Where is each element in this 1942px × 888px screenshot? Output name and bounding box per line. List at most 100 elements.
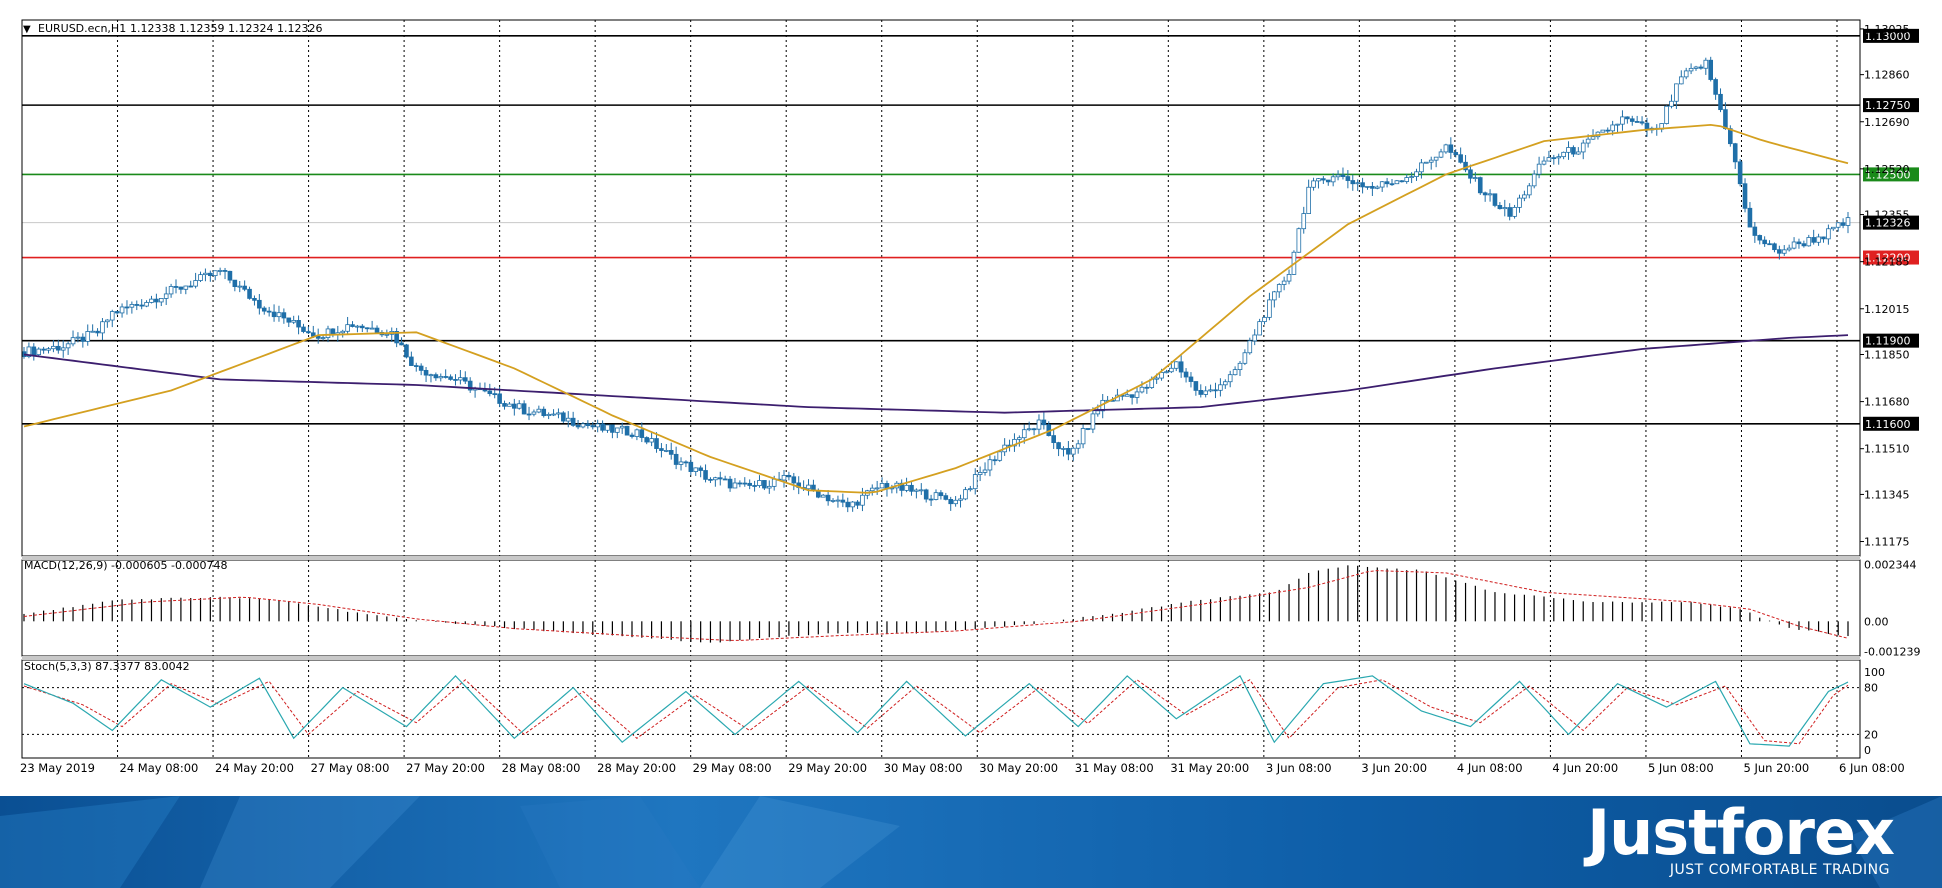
stoch-tick-label: 80 — [1864, 682, 1878, 695]
candle-bull — [1070, 447, 1076, 455]
candle-bear — [56, 345, 61, 351]
candle-bear — [1144, 386, 1150, 389]
candle-bear — [208, 272, 213, 277]
candle-bull — [1252, 334, 1258, 342]
candle-bull — [1316, 178, 1321, 182]
candle-bear — [242, 285, 247, 290]
candle-bear — [1728, 128, 1733, 145]
candle-bear — [610, 424, 615, 433]
candle-bull — [918, 489, 924, 492]
candle-bear — [266, 310, 272, 313]
stochastic-layer — [22, 675, 1860, 747]
candle-bear — [1468, 169, 1473, 179]
candle-bull — [1419, 162, 1424, 173]
x-tick-label: 4 Jun 20:00 — [1552, 761, 1618, 775]
candle-bear — [467, 380, 473, 391]
candle-bull — [1438, 151, 1444, 158]
candle-bull — [149, 298, 154, 303]
candle-bull — [1306, 186, 1311, 214]
candle-bull — [193, 280, 198, 287]
triangle-down-icon[interactable]: ▼ — [23, 24, 31, 35]
candle-bull — [1610, 124, 1615, 132]
candle-bear — [1477, 177, 1483, 194]
x-tick-label: 27 May 20:00 — [406, 761, 485, 775]
banner-decor — [0, 796, 1942, 888]
chart-ohlc: 1.12338 1.12359 1.12324 1.12326 — [130, 22, 322, 35]
candle-bear — [1492, 193, 1498, 206]
candle-bear — [271, 311, 277, 318]
candle-bull — [458, 377, 463, 381]
candle-bull — [879, 483, 885, 489]
candle-bull — [634, 429, 640, 437]
chart-header[interactable]: ▼ EURUSD.ecn,H1 1.12338 1.12359 1.12324 … — [23, 22, 322, 35]
candle-bear — [124, 306, 130, 309]
candle-bull — [963, 489, 968, 500]
stoch-tick-label: 100 — [1864, 666, 1885, 679]
candle-bear — [1708, 59, 1714, 80]
candle-bull — [1566, 147, 1571, 153]
candle-bear — [404, 344, 409, 358]
candle-bear — [1777, 249, 1782, 254]
candle-bull — [340, 330, 346, 334]
candle-bull — [1026, 428, 1032, 431]
candle-bear — [1757, 235, 1763, 241]
candle-bull — [1703, 59, 1709, 69]
candle-bull — [531, 411, 537, 415]
candle-bull — [1409, 176, 1414, 178]
candle-bear — [943, 495, 949, 500]
candle-bear — [639, 429, 645, 438]
candle-bull — [1257, 321, 1262, 336]
candle-bear — [1762, 239, 1767, 245]
stoch-signal-line — [23, 679, 1849, 745]
candle-bull — [1830, 226, 1836, 230]
candle-bear — [688, 461, 694, 472]
candle-bull — [1355, 182, 1360, 185]
candle-bull — [1281, 280, 1287, 285]
chart-symbol: EURUSD.ecn,H1 — [38, 22, 126, 35]
candle-bull — [1276, 284, 1282, 293]
ma-fast-line — [23, 123, 1849, 494]
candle-bull — [565, 417, 571, 422]
candle-bull — [874, 487, 880, 490]
candle-bear — [1360, 182, 1365, 188]
candle-bear — [261, 307, 267, 312]
grid-layer — [117, 20, 1838, 758]
candle-bull — [1296, 228, 1302, 253]
candle-bull — [972, 474, 978, 490]
candle-bull — [144, 302, 149, 307]
candle-bear — [1767, 243, 1772, 246]
candle-bull — [904, 484, 909, 491]
candle-bull — [1232, 369, 1238, 376]
candle-bear — [409, 356, 414, 366]
x-tick-label: 30 May 08:00 — [884, 761, 963, 775]
candle-bull — [732, 482, 738, 489]
candle-bull — [1247, 340, 1253, 354]
candle-bull — [1433, 156, 1439, 161]
candle-bear — [1183, 371, 1189, 378]
candle-bear — [928, 498, 934, 501]
candle-bull — [1379, 181, 1385, 188]
level-label-box — [1863, 416, 1919, 431]
candle-bull — [1517, 197, 1522, 208]
candle-bear — [1629, 118, 1635, 122]
macd-signal-line — [23, 570, 1849, 641]
macd-layer — [23, 565, 1849, 643]
candle-bull — [914, 489, 919, 492]
candle-bear — [154, 298, 159, 303]
candle-bear — [644, 437, 650, 443]
candle-bear — [222, 270, 228, 272]
candle-bull — [428, 374, 434, 377]
candle-bear — [1056, 442, 1061, 450]
candle-bear — [139, 304, 144, 307]
candle-bull — [183, 285, 189, 290]
candle-bull — [556, 412, 561, 415]
candle-bull — [1061, 448, 1066, 450]
candle-bear — [703, 470, 708, 480]
candle-bull — [1669, 100, 1674, 107]
x-tick-label: 3 Jun 20:00 — [1361, 761, 1427, 775]
candle-bull — [1522, 194, 1527, 199]
candle-bull — [713, 477, 718, 481]
candle-bull — [1620, 116, 1625, 125]
candle-bear — [1370, 185, 1375, 189]
